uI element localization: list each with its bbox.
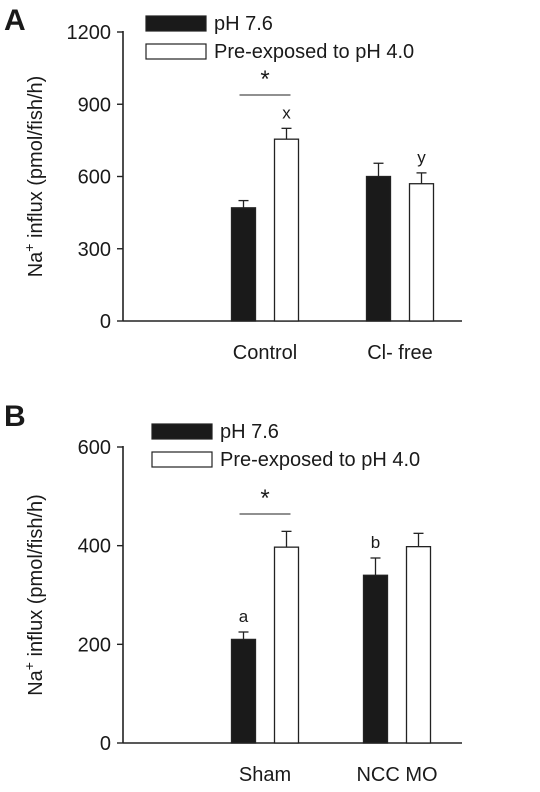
bar-ph40-1 (405, 546, 432, 744)
bar-ph76-1 (362, 574, 389, 744)
bar-ph76-0 (230, 207, 257, 322)
legend-label: Pre-exposed to pH 4.0 (220, 449, 420, 471)
legend-swatch (151, 451, 213, 468)
legend-label: pH 7.6 (214, 13, 273, 35)
y-tick-label: 900 (78, 94, 111, 116)
significance-letter: x (282, 103, 291, 122)
y-axis-label-sup: + (21, 244, 37, 252)
x-category-label: Control (233, 342, 297, 364)
panel-b: B 0 200 400 600 Na+ influx (pmol/fish/h) Sham N… (4, 400, 462, 786)
significance-star: * (260, 485, 269, 512)
significance-letter: b (371, 533, 380, 552)
bar-ph40-0 (273, 138, 300, 322)
bar-ph40-0 (273, 546, 300, 744)
x-category-label: Sham (239, 764, 291, 786)
legend-label: Pre-exposed to pH 4.0 (214, 41, 414, 63)
legend-swatch (151, 423, 213, 440)
panel-a: A 0 300 600 900 1200 Na+ influx (pmol/fish/h) C… (4, 4, 462, 364)
significance-letter: a (239, 607, 249, 626)
bar-ph76-1 (365, 175, 392, 322)
y-axis-label: Na+ influx (pmol/fish/h) (21, 494, 47, 696)
y-axis-label-main: Na (25, 251, 47, 277)
y-axis-label-rest: influx (pmol/fish/h) (25, 76, 47, 244)
significance-letter: y (417, 148, 426, 167)
panel-letter: B (4, 400, 26, 433)
legend-label: pH 7.6 (220, 421, 279, 443)
y-tick-label: 300 (78, 239, 111, 261)
legend-swatch (145, 43, 207, 60)
y-axis-label-main: Na (25, 669, 47, 695)
y-tick-label: 400 (78, 536, 111, 558)
x-category-label: Cl- free (367, 342, 433, 364)
y-tick-label: 200 (78, 634, 111, 656)
x-category-label: NCC MO (356, 764, 437, 786)
y-axis-label: Na+ influx (pmol/fish/h) (21, 76, 47, 278)
y-tick-label: 600 (78, 167, 111, 189)
significance-star: * (260, 66, 269, 93)
bar-ph40-1 (408, 183, 435, 322)
y-axis-label-rest: influx (pmol/fish/h) (25, 494, 47, 662)
legend-swatch (145, 15, 207, 32)
y-tick-label: 600 (78, 437, 111, 459)
panel-letter: A (4, 4, 26, 37)
y-tick-label: 0 (100, 733, 111, 755)
y-tick-label: 1200 (67, 22, 112, 44)
y-tick-label: 0 (100, 311, 111, 333)
bar-ph76-0 (230, 638, 257, 744)
y-axis-label-sup: + (21, 662, 37, 670)
